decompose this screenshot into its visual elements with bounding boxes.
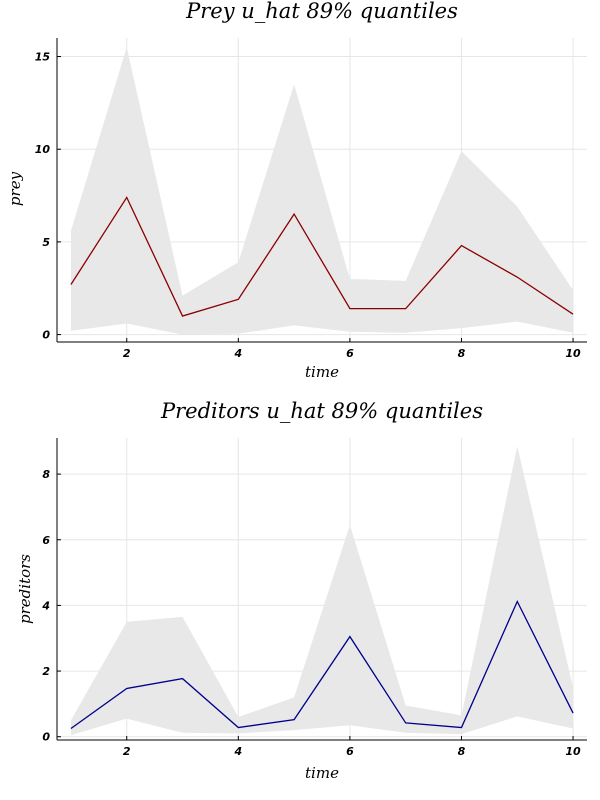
x-tick-label: 8	[458, 745, 466, 758]
y-tick-label: 8	[42, 468, 50, 481]
x-tick-label: 4	[233, 347, 242, 360]
x-tick-label: 10	[565, 347, 581, 360]
y-tick-label: 15	[35, 51, 51, 64]
x-tick-label: 2	[123, 347, 131, 360]
y-tick-label: 10	[35, 143, 51, 156]
prey-median-line	[70, 196, 574, 317]
x-tick-label: 10	[565, 745, 581, 758]
prey-chart: Prey u_hat 89% quantiles time prey 2 4 6 8 1…	[6, 0, 587, 381]
preditors-chart-title: Preditors u_hat 89% quantiles	[160, 399, 483, 423]
prey-y-axis-label: prey	[6, 171, 24, 206]
prey-chart-title: Prey u_hat 89% quantiles	[185, 0, 458, 23]
x-tick-label: 8	[458, 347, 466, 360]
y-tick-label: 5	[42, 236, 50, 249]
y-tick-label: 4	[41, 599, 50, 612]
y-tick-label: 6	[42, 534, 50, 547]
preditors-quantile-band	[70, 446, 574, 736]
prey-quantile-band	[70, 47, 574, 335]
x-tick-label: 2	[123, 745, 131, 758]
y-tick-label: 2	[42, 665, 50, 678]
y-tick-label: 0	[42, 731, 50, 744]
x-tick-label: 6	[346, 347, 354, 360]
prey-x-axis-label: time	[305, 363, 339, 381]
x-tick-label: 4	[233, 745, 242, 758]
preditors-median-line	[70, 599, 574, 730]
preditors-y-axis-label: preditors	[16, 554, 34, 624]
preditors-chart: Preditors u_hat 89% quantiles time predi…	[16, 399, 587, 782]
x-tick-label: 6	[346, 745, 354, 758]
y-tick-label: 0	[42, 329, 50, 342]
preditors-x-axis-label: time	[305, 764, 339, 782]
